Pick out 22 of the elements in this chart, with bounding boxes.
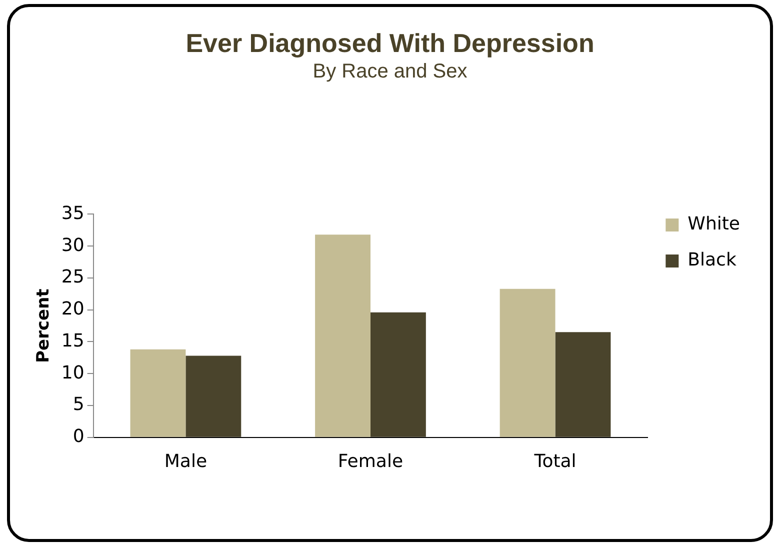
- bar: [186, 356, 242, 437]
- y-tick-label: 0: [72, 426, 84, 448]
- bar: [555, 332, 611, 437]
- y-tick-label: 20: [61, 298, 84, 320]
- y-tick-label: 25: [61, 266, 84, 288]
- y-tick-label: 30: [61, 234, 84, 256]
- chart-title: Ever Diagnosed With Depression: [186, 28, 594, 58]
- bar: [130, 349, 186, 437]
- bar: [500, 288, 556, 437]
- chart-subtitle: By Race and Sex: [312, 60, 468, 83]
- x-tick-label: Female: [338, 450, 404, 472]
- legend-label: White: [688, 214, 740, 235]
- bar: [315, 234, 370, 437]
- bar: [370, 312, 426, 437]
- x-tick-label: Total: [533, 450, 576, 472]
- y-tick-label: 35: [61, 202, 84, 224]
- y-tick-label: 10: [61, 362, 84, 384]
- y-tick-label: 15: [61, 330, 84, 352]
- x-tick-label: Male: [164, 450, 208, 472]
- y-axis-title: Percent: [34, 288, 54, 363]
- legend-label: Black: [688, 250, 737, 271]
- y-tick-label: 5: [72, 394, 84, 416]
